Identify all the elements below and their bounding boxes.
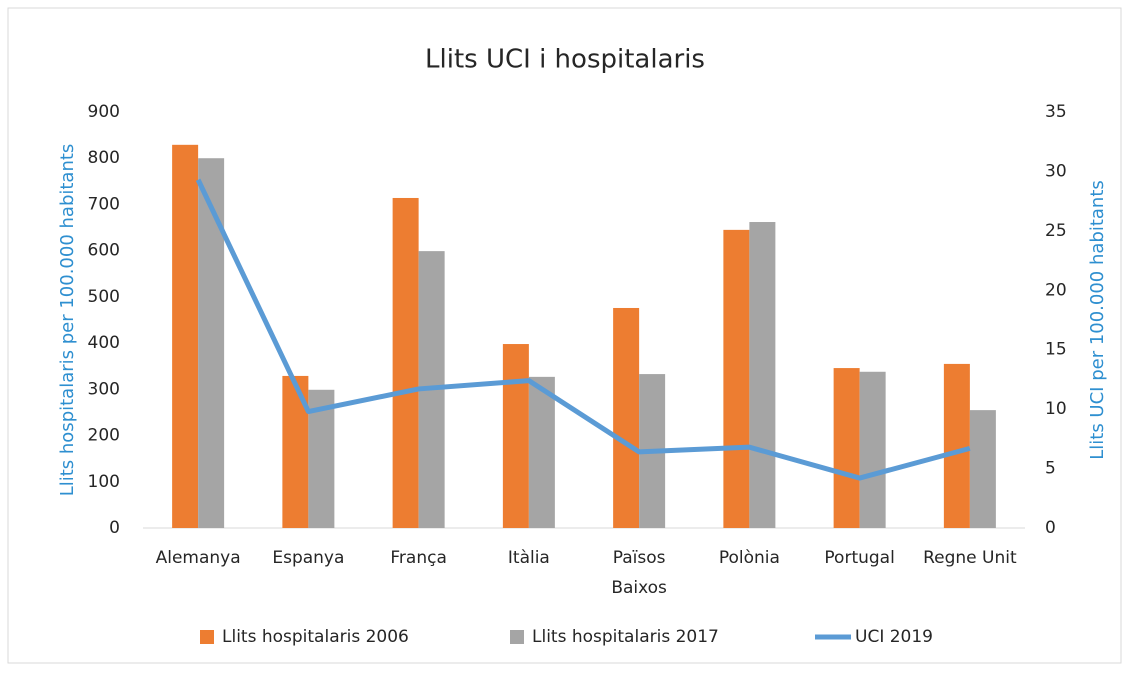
y2-tick-label: 25 <box>1045 221 1067 241</box>
bar <box>969 410 996 528</box>
bar <box>723 229 750 528</box>
x-tick-label: França <box>390 548 447 568</box>
bar <box>392 197 419 528</box>
y2-tick-label: 15 <box>1045 340 1067 360</box>
bar <box>833 368 860 528</box>
x-tick-label: Espanya <box>272 548 344 568</box>
x-tick-label: Regne Unit <box>923 548 1017 568</box>
bar <box>172 144 199 528</box>
y2-axis-label: Llits UCI per 100.000 habitants <box>1087 180 1108 460</box>
legend-swatch <box>200 630 214 644</box>
y2-tick-label: 0 <box>1045 518 1056 538</box>
x-tick-label: Alemanya <box>156 548 241 568</box>
y-tick-label: 300 <box>88 379 120 399</box>
y-tick-label: 800 <box>88 148 120 168</box>
legend-label: Llits hospitalaris 2006 <box>222 627 409 647</box>
x-tick-label: Portugal <box>824 548 894 568</box>
bar <box>943 363 970 528</box>
legend-label: Llits hospitalaris 2017 <box>532 627 719 647</box>
bar <box>198 158 225 528</box>
y-tick-label: 0 <box>109 518 120 538</box>
legend-swatch <box>510 630 524 644</box>
x-tick-label: Països Baixos <box>611 548 667 598</box>
y-tick-label: 200 <box>88 426 120 446</box>
y2-tick-label: 20 <box>1045 280 1067 300</box>
y2-tick-label: 5 <box>1045 459 1056 479</box>
bar <box>613 307 640 528</box>
y2-tick-label: 35 <box>1045 102 1067 122</box>
x-tick-label: Itàlia <box>508 548 550 568</box>
y-tick-label: 700 <box>88 194 120 214</box>
y2-tick-label: 30 <box>1045 161 1067 181</box>
x-tick-label: Polònia <box>719 548 780 568</box>
bar <box>749 222 776 528</box>
legend-label: UCI 2019 <box>855 627 933 647</box>
line-series <box>195 178 971 481</box>
y-tick-label: 600 <box>88 241 120 261</box>
chart-title: Llits UCI i hospitalaris <box>425 45 705 75</box>
bar <box>859 371 886 528</box>
y-tick-label: 900 <box>88 102 120 122</box>
y-tick-label: 500 <box>88 287 120 307</box>
y-tick-label: 100 <box>88 472 120 492</box>
y-axis-label: Llits hospitalaris per 100.000 habitants <box>57 144 78 497</box>
y2-tick-label: 10 <box>1045 399 1067 419</box>
bar <box>502 344 529 528</box>
y-tick-label: 400 <box>88 333 120 353</box>
bar <box>528 376 555 528</box>
